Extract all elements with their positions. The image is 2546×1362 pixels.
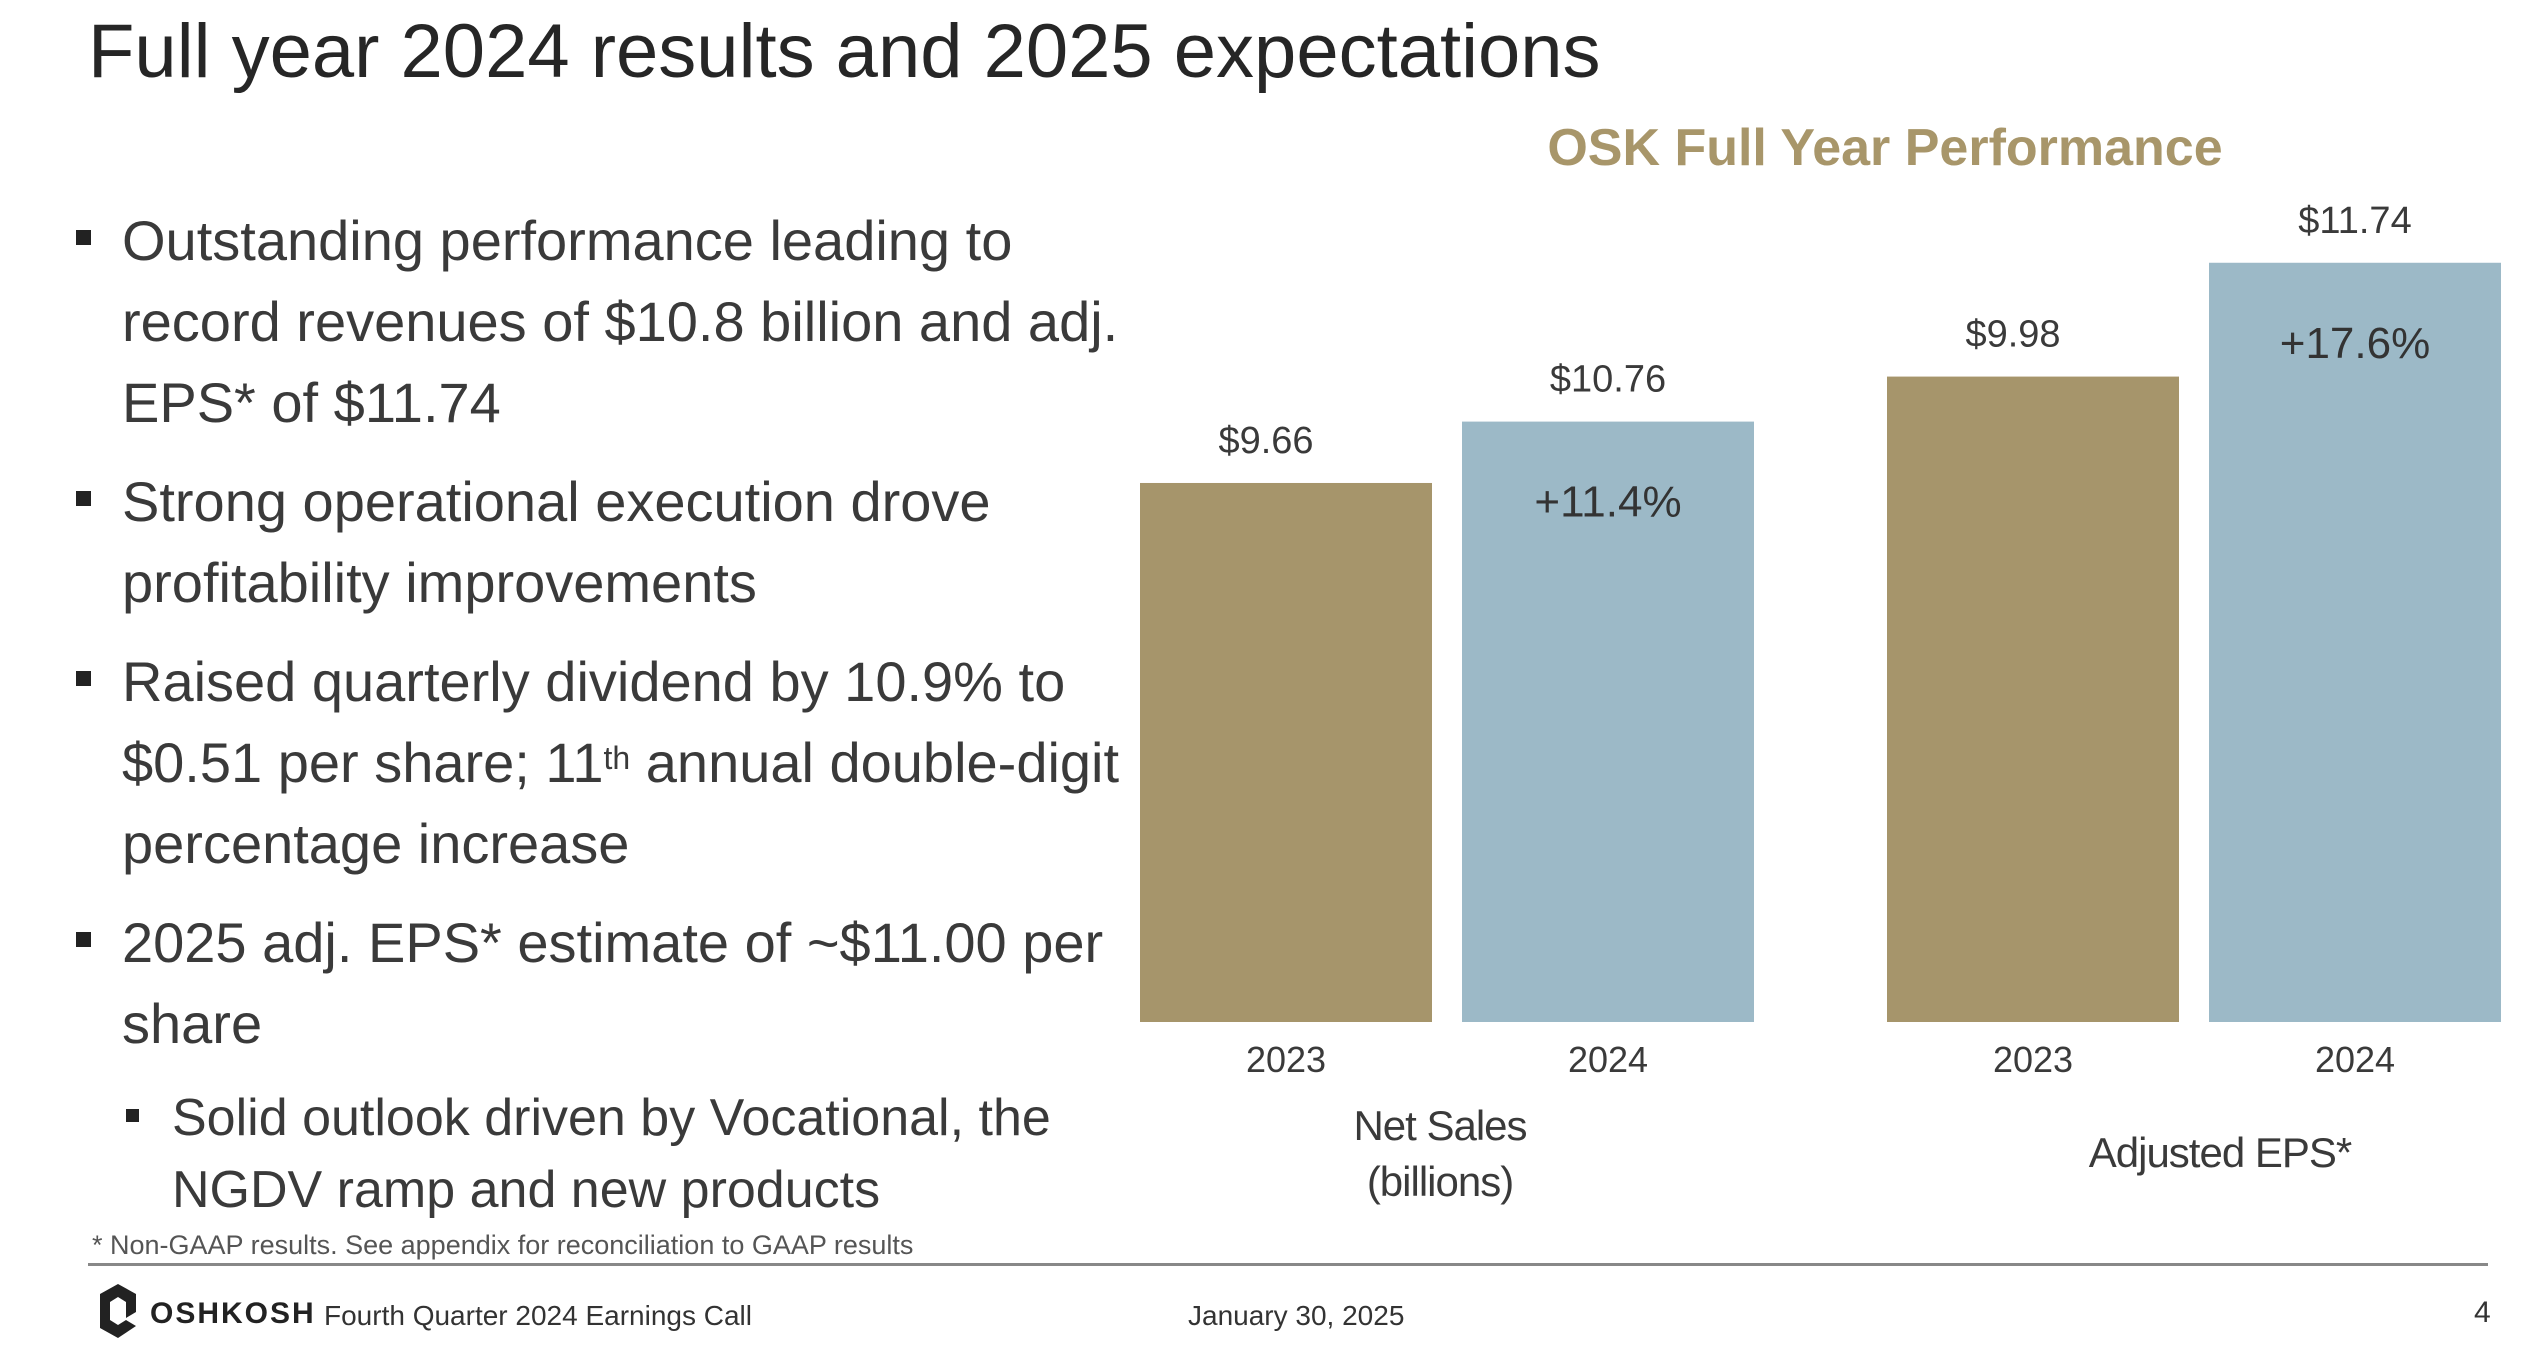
growth-label: +17.6% — [2280, 319, 2430, 368]
bullet-item: Outstanding performance leading to recor… — [70, 200, 1130, 443]
x-tick-label: 2024 — [1568, 1039, 1648, 1080]
x-tick-label: 2023 — [1246, 1039, 1326, 1080]
caption-line: Net Sales — [1353, 1102, 1527, 1149]
footnote: * Non-GAAP results. See appendix for rec… — [92, 1230, 914, 1260]
sub-bullet-text: Solid outlook driven by Vocational, the … — [172, 1089, 1051, 1219]
bullet-square-icon — [76, 671, 91, 686]
bullet-square-icon — [76, 230, 91, 245]
logo-wordmark: OSHKOSH — [150, 1297, 316, 1330]
oshkosh-logo-icon — [100, 1284, 136, 1338]
slide-title: Full year 2024 results and 2025 expectat… — [88, 9, 1601, 94]
bar-2023 — [1140, 482, 1432, 1022]
x-tick-label: 2023 — [1993, 1039, 2073, 1080]
footer-date: January 30, 2025 — [1188, 1300, 1405, 1331]
bar-2023 — [1887, 376, 2179, 1023]
bullet-list: Outstanding performance leading to recor… — [70, 200, 1130, 1244]
bullet-text-start: Raised quarterly dividend by 10.9% to $0… — [122, 650, 1066, 794]
footer-divider — [88, 1263, 2488, 1266]
bar-2024 — [1462, 421, 1754, 1023]
bar-2024 — [2209, 262, 2501, 1022]
chart-caption-adjusted-eps: Adjusted EPS* — [2040, 1125, 2400, 1181]
bullet-square-icon — [76, 932, 91, 947]
page-number: 4 — [2474, 1296, 2491, 1329]
bar-chart: $9.66 2023 $10.76 2024 +11.4% $9.98 2023 $11.74… — [1140, 200, 2501, 1080]
bullet-text-end: annual double-digit percentage increase — [122, 731, 1120, 875]
bullet-square-icon — [76, 491, 91, 506]
caption-line: Adjusted EPS* — [2088, 1129, 2353, 1176]
bullet-item: Raised quarterly dividend by 10.9% to $0… — [70, 641, 1130, 884]
bar-value-label: $9.66 — [1218, 420, 1313, 462]
bar-value-label: $10.76 — [1550, 359, 1666, 401]
caption-line: (billions) — [1366, 1158, 1514, 1205]
footer-event-name: Fourth Quarter 2024 Earnings Call — [324, 1300, 752, 1331]
bullet-item: 2025 adj. EPS* estimate of ~$11.00 per s… — [70, 902, 1130, 1064]
bar-value-label: $9.98 — [1965, 314, 2060, 356]
bullet-text: Strong operational execution drove profi… — [122, 470, 991, 614]
bullet-square-icon — [126, 1109, 139, 1122]
bullet-item: Strong operational execution drove profi… — [70, 461, 1130, 623]
sub-bullet-item: Solid outlook driven by Vocational, the … — [120, 1082, 1130, 1226]
bullet-text: Outstanding performance leading to recor… — [122, 209, 1119, 434]
bar-value-label: $11.74 — [2298, 200, 2411, 242]
chart-caption-net-sales: Net Sales (billions) — [1290, 1098, 1590, 1210]
growth-label: +11.4% — [1534, 478, 1681, 527]
chart-title: OSK Full Year Performance — [1547, 119, 2223, 177]
x-tick-label: 2024 — [2315, 1039, 2395, 1080]
ordinal-superscript: th — [603, 740, 631, 776]
bullet-text: 2025 adj. EPS* estimate of ~$11.00 per s… — [122, 911, 1104, 1055]
